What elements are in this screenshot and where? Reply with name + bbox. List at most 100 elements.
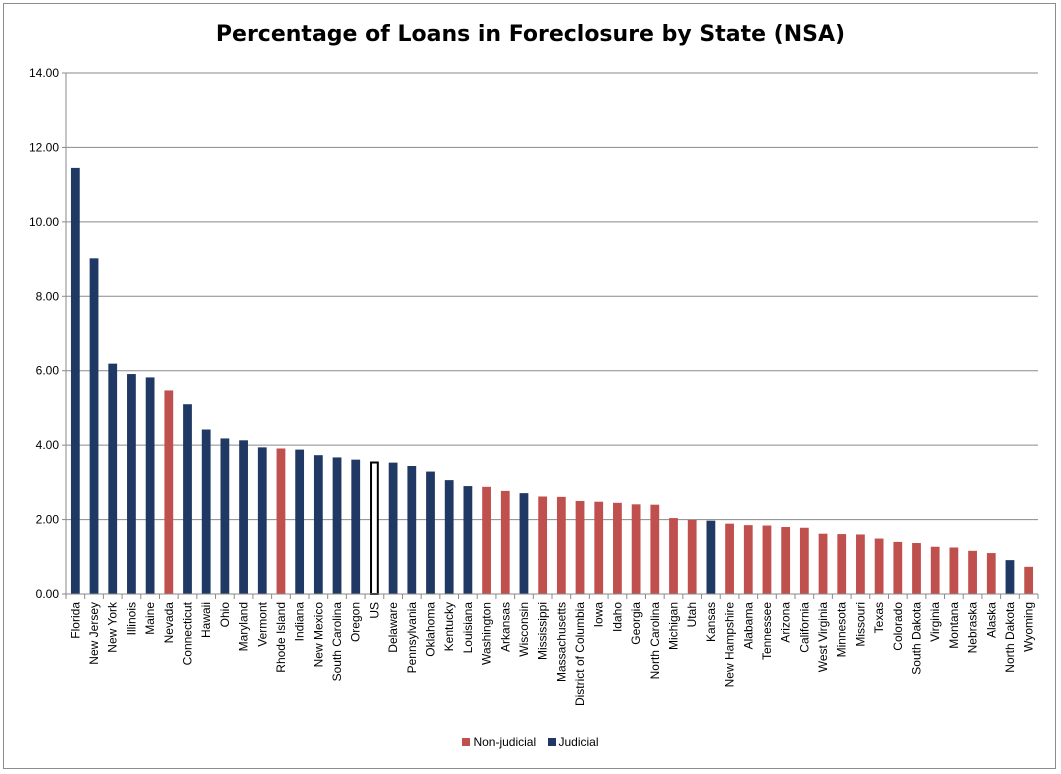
bar-maryland — [239, 440, 248, 594]
x-tick-label-oklahoma: Oklahoma — [424, 602, 438, 657]
y-tick-label: 14.00 — [29, 66, 59, 80]
bar-texas — [874, 538, 884, 594]
x-tick-label-arizona: Arizona — [779, 602, 793, 643]
legend-item-non-judicial: Non-judicial — [462, 735, 536, 749]
bar-georgia — [631, 504, 641, 594]
x-tick-label-us: US — [367, 602, 381, 619]
x-tick-label-illinois: Illinois — [124, 602, 138, 635]
x-tick-label-massachusetts: Massachusetts — [554, 602, 568, 682]
x-tick-label-connecticut: Connecticut — [181, 601, 195, 665]
x-tick-label-district-of-columbia: District of Columbia — [573, 602, 587, 706]
bar-nebraska — [968, 550, 977, 594]
x-tick-label-rhode-island: Rhode Island — [274, 602, 288, 673]
grid-lines — [66, 72, 1038, 521]
y-tick-label: 4.00 — [36, 438, 60, 452]
bar-california — [799, 527, 809, 594]
x-tick-label-wyoming: Wyoming — [1022, 602, 1036, 652]
x-tick-label-alabama: Alabama — [741, 602, 755, 650]
x-tick-label-north-dakota: North Dakota — [1003, 602, 1017, 673]
bar-arkansas — [500, 490, 510, 594]
bar-oregon — [351, 459, 361, 594]
x-tick-label-delaware: Delaware — [386, 602, 400, 653]
bar-indiana — [295, 449, 305, 594]
bar-oklahoma — [426, 471, 435, 594]
bar-wisconsin — [519, 493, 529, 594]
bar-hawaii — [201, 429, 211, 594]
x-tick-label-virginia: Virginia — [928, 602, 942, 642]
chart-title: Percentage of Loans in Foreclosure by St… — [215, 22, 846, 47]
bar-ohio — [220, 438, 230, 594]
x-tick-label-florida: Florida — [68, 602, 82, 639]
bar-washington — [482, 486, 491, 594]
legend-swatch-judicial — [547, 738, 556, 746]
x-tick-label-nevada: Nevada — [162, 602, 176, 644]
bars — [70, 167, 1034, 596]
x-tick-label-west-virginia: West Virginia — [816, 602, 830, 673]
x-tick-label-nebraska: Nebraska — [966, 602, 980, 654]
x-tick-label-hawaii: Hawaii — [199, 602, 213, 638]
bar-rhode-island — [276, 448, 286, 594]
bar-us — [370, 461, 379, 596]
x-tick-label-kansas: Kansas — [704, 602, 718, 642]
bar-new-mexico — [313, 455, 323, 594]
x-tick-label-oregon: Oregon — [349, 602, 363, 642]
x-tick-label-georgia: Georgia — [629, 602, 643, 645]
bar-louisiana — [463, 486, 473, 594]
x-tick-label-indiana: Indiana — [293, 602, 307, 642]
bar-vermont — [257, 447, 267, 594]
bar-nevada — [164, 390, 174, 594]
bar-idaho — [613, 502, 622, 594]
y-tick-label: 12.00 — [29, 140, 59, 154]
bar-iowa — [594, 501, 604, 594]
bar-arizona — [781, 527, 791, 594]
bar-south-dakota — [912, 543, 921, 594]
x-tick-label-utah: Utah — [685, 602, 699, 627]
x-tick-label-vermont: Vermont — [255, 601, 269, 646]
bar-minnesota — [837, 534, 847, 594]
bar-west-virginia — [818, 533, 828, 594]
x-tick-label-louisiana: Louisiana — [461, 602, 475, 654]
bar-virginia — [930, 546, 940, 594]
bar-new-jersey — [89, 258, 99, 594]
bar-north-carolina — [650, 504, 660, 594]
bar-new-hampshire — [725, 523, 734, 594]
x-tick-label-washington: Washington — [480, 602, 494, 665]
x-tick-label-kentucky: Kentucky — [442, 602, 456, 651]
bar-new-york — [108, 363, 118, 594]
bar-connecticut — [183, 404, 192, 594]
bar-delaware — [388, 462, 398, 594]
x-tick-label-new-jersey: New Jersey — [87, 602, 101, 665]
bar-michigan — [669, 518, 678, 594]
x-tick-label-maine: Maine — [143, 602, 157, 635]
bar-wyoming — [1024, 566, 1034, 594]
bar-illinois — [127, 374, 136, 594]
legend-label-non-judicial: Non-judicial — [473, 735, 537, 749]
x-tick-label-tennessee: Tennessee — [760, 602, 774, 660]
x-tick-label-california: California — [797, 602, 811, 653]
x-tick-label-new-hampshire: New Hampshire — [723, 602, 737, 688]
bar-maine — [145, 377, 155, 594]
x-tick-label-missouri: Missouri — [853, 602, 867, 647]
x-tick-label-new-mexico: New Mexico — [311, 602, 325, 668]
x-tick-label-ohio: Ohio — [218, 602, 232, 628]
bar-kentucky — [444, 480, 454, 594]
bar-mississippi — [538, 496, 548, 594]
legend: Non-judicial Judicial — [0, 735, 1061, 749]
x-tick-label-texas: Texas — [872, 602, 886, 633]
x-tick-label-montana: Montana — [947, 602, 961, 649]
x-tick-label-minnesota: Minnesota — [835, 602, 849, 658]
chart-frame — [3, 3, 1056, 769]
x-tick-label-alaska: Alaska — [984, 602, 998, 638]
bar-alaska — [986, 553, 996, 594]
y-tick-label: 0.00 — [36, 587, 60, 601]
x-tick-label-colorado: Colorado — [891, 602, 905, 651]
x-tick-label-north-carolina: North Carolina — [648, 602, 662, 680]
legend-item-judicial: Judicial — [547, 735, 599, 749]
x-tick-label-michigan: Michigan — [667, 602, 681, 650]
y-tick-label: 6.00 — [36, 364, 60, 378]
x-tick-label-arkansas: Arkansas — [498, 602, 512, 652]
bar-north-dakota — [1005, 560, 1015, 594]
y-axis-ticks: 0.00 2.00 4.00 6.00 8.00 10.00 12.00 14.00 — [29, 66, 66, 601]
x-tick-label-iowa: Iowa — [592, 602, 606, 628]
